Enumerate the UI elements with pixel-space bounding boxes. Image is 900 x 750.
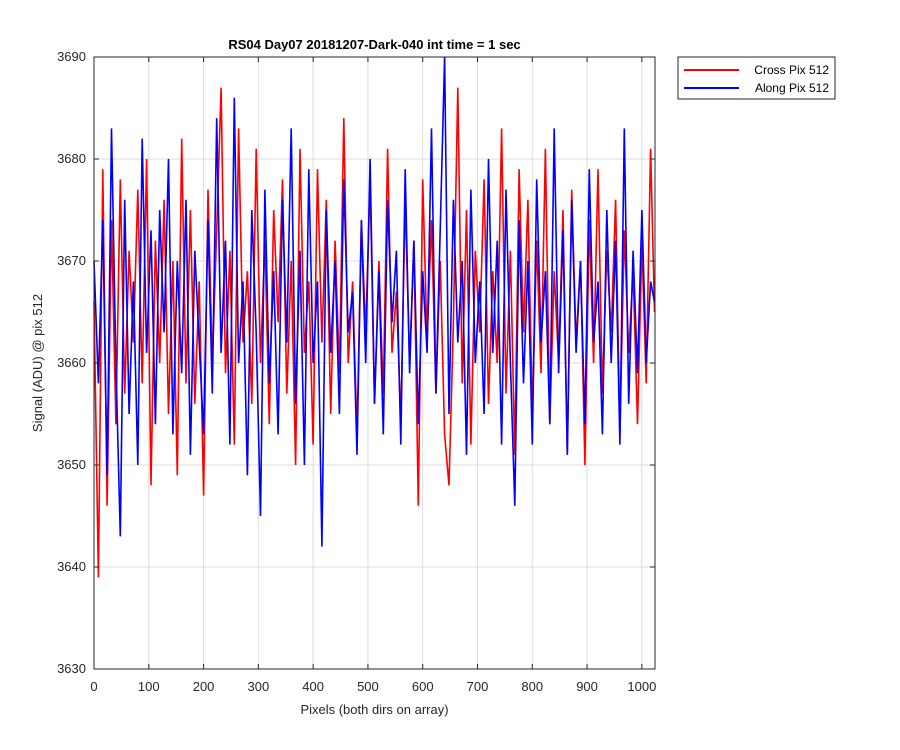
y-tick-label: 3660 <box>57 355 86 370</box>
x-tick-label: 300 <box>248 679 270 694</box>
legend: Cross Pix 512 Along Pix 512 <box>677 56 836 100</box>
y-tick-label: 3630 <box>57 661 86 676</box>
x-tick-label: 0 <box>90 679 97 694</box>
x-tick-label: 900 <box>576 679 598 694</box>
chart-title: RS04 Day07 20181207-Dark-040 int time = … <box>228 37 520 52</box>
series-line-along-pix-512 <box>93 56 656 547</box>
x-tick-label: 500 <box>357 679 379 694</box>
x-axis-ticks: 0 100 200 300 400 500 600 700 800 900 1000 <box>90 57 656 694</box>
x-axis-label: Pixels (both dirs on array) <box>300 702 448 717</box>
y-tick-label: 3650 <box>57 457 86 472</box>
y-tick-label: 3680 <box>57 151 86 166</box>
legend-label-along: Along Pix 512 <box>755 81 829 95</box>
x-tick-label: 100 <box>138 679 160 694</box>
x-tick-label: 200 <box>193 679 215 694</box>
y-tick-label: 3640 <box>57 559 86 574</box>
series-layer <box>93 56 656 578</box>
x-tick-label: 600 <box>412 679 434 694</box>
x-tick-label: 700 <box>467 679 489 694</box>
x-tick-label: 800 <box>521 679 543 694</box>
y-axis-ticks: 3630 3640 3650 3660 3670 3680 3690 <box>57 49 655 676</box>
x-tick-label: 400 <box>302 679 324 694</box>
y-tick-label: 3690 <box>57 49 86 64</box>
x-tick-label: 1000 <box>627 679 656 694</box>
y-tick-label: 3670 <box>57 253 86 268</box>
y-axis-label: Signal (ADU) @ pix 512 <box>30 294 45 432</box>
legend-box <box>677 56 836 100</box>
legend-label-cross: Cross Pix 512 <box>754 63 829 77</box>
